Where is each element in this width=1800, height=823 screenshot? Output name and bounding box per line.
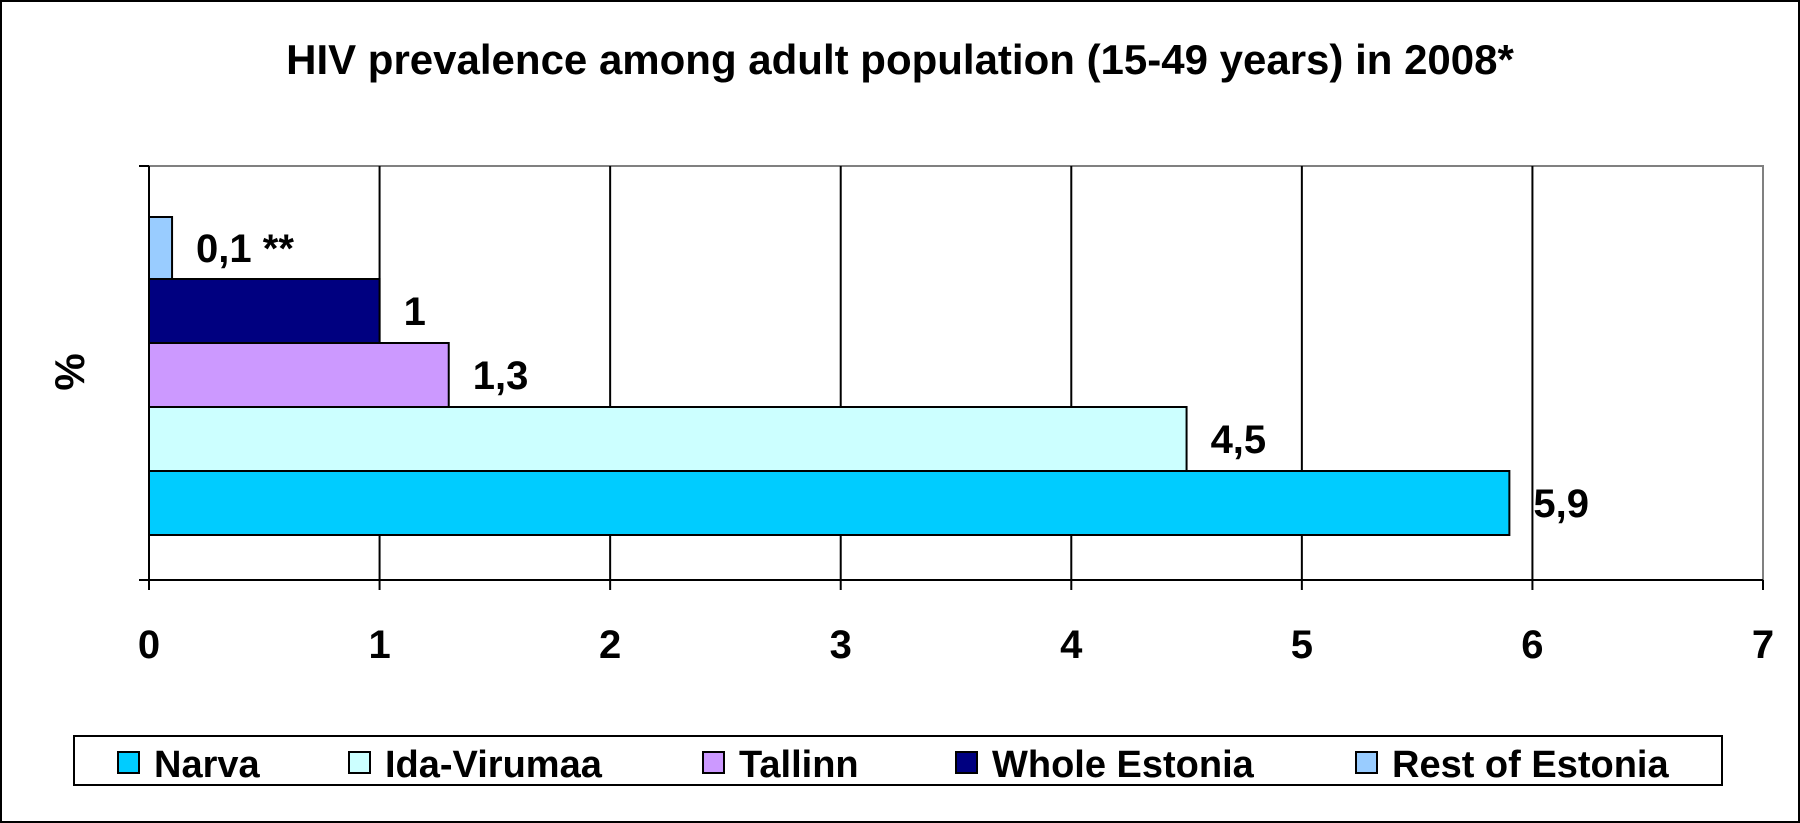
chart-title: HIV prevalence among adult population (1… <box>286 36 1514 83</box>
axes <box>139 165 1764 590</box>
x-tick-labels: 0 1 2 3 4 5 6 7 <box>138 623 1774 667</box>
legend-label-whole-estonia: Whole Estonia <box>992 744 1255 786</box>
data-label-ida-virumaa: 4,5 <box>1211 418 1267 462</box>
x-tick-label-6: 6 <box>1521 623 1543 667</box>
legend-swatch-narva <box>117 751 140 774</box>
legend: Narva Ida-Virumaa Tallinn Whole Estonia Rest… <box>73 735 1723 786</box>
bars <box>148 216 1511 536</box>
data-label-rest-of-estonia: 0,1 ** <box>196 227 294 271</box>
data-labels: 5,9 4,5 1,3 1 0,1 ** <box>196 227 1589 526</box>
legend-swatch-ida-virumaa <box>348 751 371 774</box>
legend-label-rest-of-estonia: Rest of Estonia <box>1392 744 1669 786</box>
legend-label-narva: Narva <box>154 744 260 786</box>
x-tick-label-0: 0 <box>138 623 160 667</box>
legend-swatch-tallinn <box>702 751 725 774</box>
legend-label-tallinn: Tallinn <box>739 744 859 786</box>
y-axis-title: % <box>46 353 93 390</box>
data-label-tallinn: 1,3 <box>473 354 529 398</box>
legend-swatch-rest-of-estonia <box>1355 751 1378 774</box>
x-tick-label-4: 4 <box>1060 623 1083 667</box>
x-tick-label-2: 2 <box>599 623 621 667</box>
bar-ida-virumaa <box>148 406 1188 472</box>
x-tick-label-7: 7 <box>1752 623 1774 667</box>
legend-swatch-whole-estonia <box>955 751 978 774</box>
bar-rest-of-estonia <box>148 216 174 280</box>
bar-narva <box>148 470 1511 536</box>
data-label-narva: 5,9 <box>1533 482 1589 526</box>
data-label-whole-estonia: 1 <box>404 290 426 334</box>
x-tick-label-3: 3 <box>830 623 852 667</box>
bar-tallinn <box>148 342 450 408</box>
bar-whole-estonia <box>148 278 381 344</box>
x-tick-label-5: 5 <box>1291 623 1313 667</box>
x-tick-label-1: 1 <box>368 623 390 667</box>
legend-label-ida-virumaa: Ida-Virumaa <box>385 744 603 786</box>
